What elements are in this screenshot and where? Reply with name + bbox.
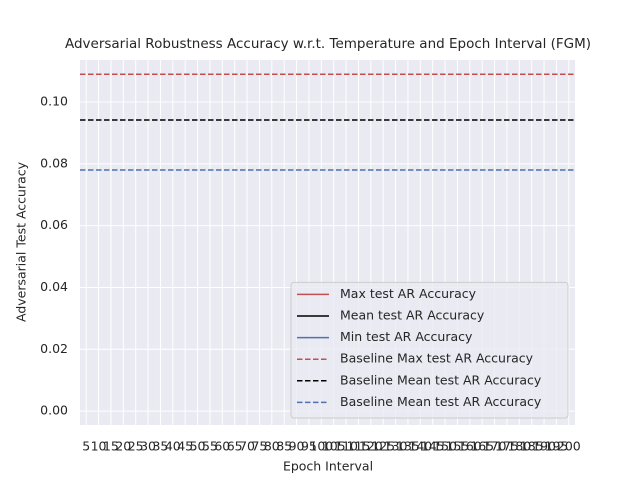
x-tick-label: 65 [227,439,243,454]
x-tick-label: 85 [276,439,292,454]
x-tick-label: 110 [334,439,358,454]
x-tick-label: 45 [177,439,193,454]
x-tick-label: 175 [495,439,519,454]
x-tick-label: 170 [483,439,507,454]
y-axis-label: Adversarial Test Accuracy [14,161,29,322]
x-tick-label: 115 [347,439,371,454]
x-tick-label: 120 [359,439,383,454]
x-tick-label: 75 [251,439,267,454]
x-tick-label: 180 [507,439,531,454]
x-tick-label: 125 [371,439,395,454]
y-tick-label: 0.08 [40,155,68,170]
x-tick-label: 100 [309,439,333,454]
legend-label: Baseline Max test AR Accuracy [340,351,534,366]
x-tick-label: 80 [264,439,280,454]
x-tick-label: 30 [140,439,156,454]
x-tick-label: 195 [545,439,569,454]
x-tick-label: 25 [128,439,144,454]
x-tick-label: 160 [458,439,482,454]
x-tick-label: 70 [239,439,255,454]
x-tick-label: 55 [202,439,218,454]
x-tick-label: 5 [82,439,90,454]
x-tick-label: 10 [91,439,107,454]
x-tick-label: 90 [289,439,305,454]
legend-label: Min test AR Accuracy [340,329,473,344]
x-tick-label: 200 [557,439,581,454]
legend-label: Baseline Mean test AR Accuracy [340,372,542,387]
x-tick-label: 150 [433,439,457,454]
x-tick-label: 50 [190,439,206,454]
x-tick-label: 135 [396,439,420,454]
x-tick-label: 95 [301,439,317,454]
x-tick-label: 105 [322,439,346,454]
x-tick-label: 190 [532,439,556,454]
y-tick-label: 0.10 [40,94,68,109]
x-tick-label: 185 [520,439,544,454]
legend-box [290,281,569,419]
x-tick-label: 15 [103,439,119,454]
x-tick-label: 130 [384,439,408,454]
x-tick-label: 35 [152,439,168,454]
y-tick-label: 0.06 [40,217,68,232]
x-tick-label: 60 [214,439,230,454]
x-tick-label: 40 [165,439,181,454]
chart-title: Adversarial Robustness Accuracy w.r.t. T… [65,36,591,52]
x-tick-label: 20 [115,439,131,454]
x-tick-label: 155 [446,439,470,454]
x-tick-label: 145 [421,439,445,454]
y-tick-label: 0.04 [40,279,68,294]
legend-label: Baseline Mean test AR Accuracy [340,394,542,409]
legend-label: Max test AR Accuracy [340,286,477,301]
legend-label: Mean test AR Accuracy [340,308,485,323]
y-tick-label: 0.00 [40,403,68,418]
x-tick-label: 165 [470,439,494,454]
x-axis-label: Epoch Interval [283,459,373,474]
y-tick-label: 0.02 [40,341,68,356]
x-tick-label: 140 [408,439,432,454]
